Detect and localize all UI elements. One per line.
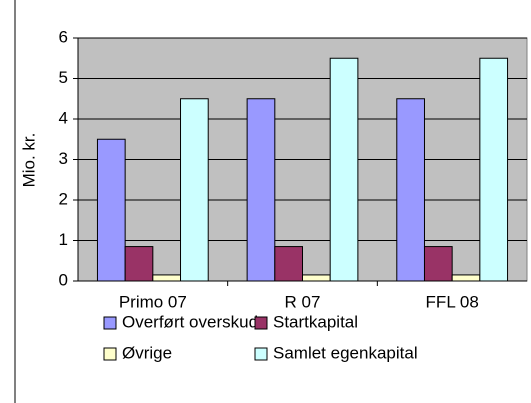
y-tick-label: 3: [59, 149, 68, 168]
legend-label: Øvrige: [122, 343, 172, 362]
bar: [423, 246, 453, 282]
legend-swatch: [254, 347, 268, 361]
y-tick-label: 1: [59, 230, 68, 249]
y-tick-label: 6: [59, 27, 68, 46]
legend-swatch: [254, 316, 268, 330]
bar: [124, 246, 154, 282]
x-tick-label: Primo 07: [119, 292, 187, 311]
x-tick-label: R 07: [285, 292, 321, 311]
y-tick-label: 4: [59, 108, 68, 127]
bar: [274, 246, 304, 282]
x-tick-label: FFL 08: [426, 292, 479, 311]
y-axis-label: Mio. kr.: [19, 133, 38, 188]
legend-label: Startkapital: [273, 312, 358, 331]
bar: [246, 98, 276, 282]
legend-label: Overført overskud: [122, 312, 258, 331]
bar: [96, 138, 126, 282]
bar: [479, 57, 509, 282]
y-tick-label: 5: [59, 68, 68, 87]
y-tick-label: 2: [59, 189, 68, 208]
bar: [329, 57, 359, 282]
y-tick-label: 0: [59, 270, 68, 289]
legend-swatch: [103, 347, 117, 361]
legend-swatch: [103, 316, 117, 330]
legend-label: Samlet egenkapital: [273, 343, 418, 362]
bar: [302, 274, 331, 282]
bar: [451, 274, 481, 282]
bar: [180, 98, 209, 282]
bar: [152, 274, 182, 282]
bar: [396, 98, 425, 282]
